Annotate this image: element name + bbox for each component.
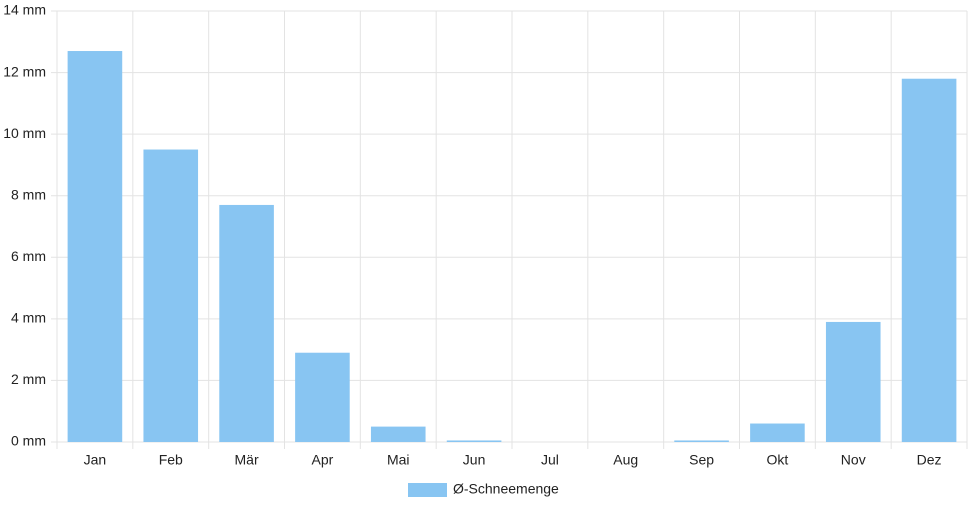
x-tick-label: Mär xyxy=(235,452,259,468)
bar xyxy=(295,352,350,442)
x-tick-label: Jan xyxy=(84,452,107,468)
x-tick-label: Aug xyxy=(613,452,638,468)
bar xyxy=(219,204,274,442)
y-tick-label: 8 mm xyxy=(11,186,46,202)
bar xyxy=(825,321,881,442)
legend-swatch xyxy=(408,483,447,497)
bar xyxy=(446,440,502,442)
x-tick-label: Okt xyxy=(767,452,789,468)
bar xyxy=(67,51,123,443)
x-tick-label: Apr xyxy=(312,452,334,468)
x-tick-label: Dez xyxy=(917,452,942,468)
y-tick-label: 0 mm xyxy=(11,433,46,449)
y-tick-label: 2 mm xyxy=(11,371,46,387)
y-tick-label: 4 mm xyxy=(11,310,46,326)
bar xyxy=(674,440,729,442)
y-tick-label: 14 mm xyxy=(3,2,46,18)
x-tick-label: Sep xyxy=(689,452,714,468)
y-tick-label: 6 mm xyxy=(11,248,46,264)
x-tick-label: Feb xyxy=(159,452,183,468)
x-tick-label: Jun xyxy=(463,452,486,468)
legend-label: Ø-Schneemenge xyxy=(453,481,559,497)
bar xyxy=(143,149,199,443)
x-tick-label: Mai xyxy=(387,452,410,468)
x-tick-label: Nov xyxy=(841,452,866,468)
y-tick-label: 10 mm xyxy=(3,125,46,141)
bar xyxy=(901,78,957,442)
bar xyxy=(750,423,805,442)
bar xyxy=(370,426,426,442)
x-tick-label: Jul xyxy=(541,452,559,468)
y-tick-label: 12 mm xyxy=(3,63,46,79)
